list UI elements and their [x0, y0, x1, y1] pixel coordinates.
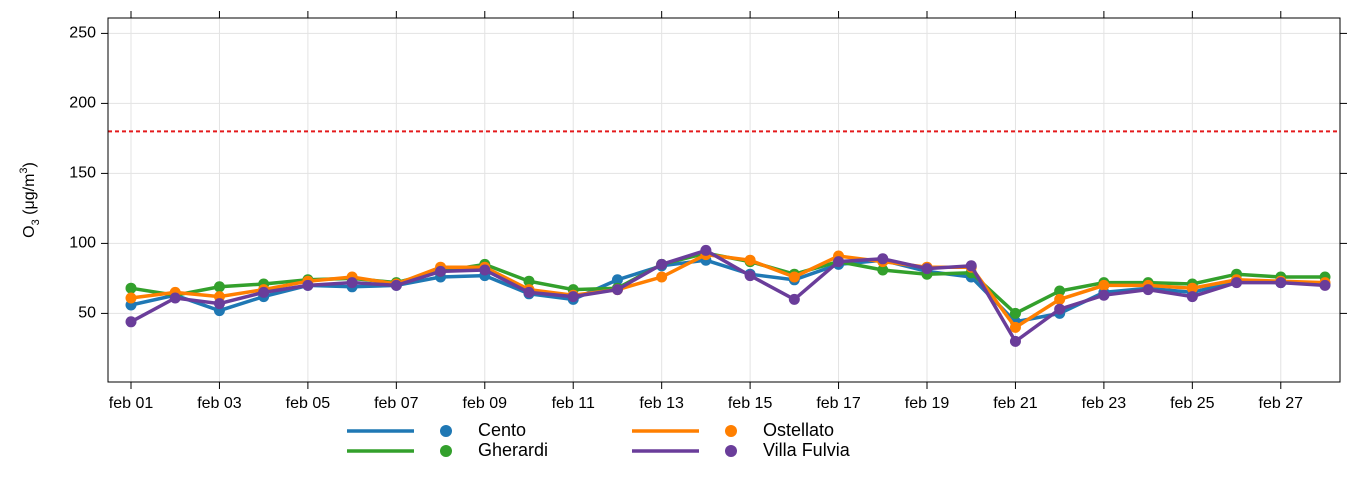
- point: [1009, 307, 1021, 319]
- legend-label: Cento: [478, 420, 526, 440]
- plot-frame: [107, 17, 1341, 383]
- y-tick-label: 100: [69, 235, 96, 252]
- x-tick-label: feb 09: [463, 395, 508, 412]
- y-label-part: ): [21, 162, 38, 167]
- point: [1098, 279, 1110, 291]
- point: [169, 292, 181, 304]
- series-line: [130, 248, 1326, 344]
- legend-dot: [725, 425, 737, 437]
- point: [1186, 291, 1198, 303]
- y-label-part: 3: [18, 167, 30, 173]
- point: [125, 282, 137, 294]
- x-tick-label: feb 05: [286, 395, 331, 412]
- point: [258, 286, 270, 298]
- point: [700, 244, 712, 256]
- x-tick-label: feb 23: [1082, 395, 1127, 412]
- point: [1054, 285, 1066, 297]
- x-tick-label: feb 03: [197, 395, 242, 412]
- point: [390, 279, 402, 291]
- x-tick-label: feb 15: [728, 395, 773, 412]
- series-line: [130, 258, 1326, 324]
- point: [877, 253, 889, 265]
- series-line: [130, 252, 1326, 330]
- point: [877, 264, 889, 276]
- legend-dot: [440, 445, 452, 457]
- x-tick-label: feb 27: [1259, 395, 1304, 412]
- point: [213, 281, 225, 293]
- point: [1054, 293, 1066, 305]
- point: [1009, 335, 1021, 347]
- x-tick-label: feb 21: [993, 395, 1038, 412]
- point: [346, 277, 358, 289]
- y-tick-label: 200: [69, 95, 96, 112]
- x-tick-label: feb 07: [374, 395, 419, 412]
- point: [1275, 277, 1287, 289]
- point: [611, 274, 623, 286]
- point: [125, 316, 137, 328]
- point: [479, 264, 491, 276]
- y-axis-label: O3 (μg/m3): [18, 162, 42, 238]
- x-tick-label: feb 13: [639, 395, 684, 412]
- point: [1319, 279, 1331, 291]
- point: [656, 271, 668, 283]
- y-label-part: 3: [30, 219, 42, 225]
- y-tick-label: 150: [69, 165, 96, 182]
- point: [744, 270, 756, 282]
- point: [567, 291, 579, 303]
- point: [965, 260, 977, 272]
- point: [1098, 289, 1110, 301]
- legend-label: Gherardi: [478, 440, 548, 460]
- point: [523, 286, 535, 298]
- point: [435, 265, 447, 277]
- point: [611, 284, 623, 296]
- legend-label: Ostellato: [763, 420, 834, 440]
- legend-dot: [440, 425, 452, 437]
- point: [656, 258, 668, 270]
- point: [833, 256, 845, 268]
- point: [1009, 321, 1021, 333]
- x-tick-label: feb 01: [109, 395, 154, 412]
- point: [125, 292, 137, 304]
- point: [523, 275, 535, 287]
- legend-dot: [725, 445, 737, 457]
- point: [302, 279, 314, 291]
- y-label-part: O: [21, 225, 38, 237]
- point: [921, 263, 933, 275]
- x-tick-label: feb 11: [552, 395, 595, 412]
- y-tick-label: 50: [78, 305, 96, 322]
- x-tick-label: feb 19: [905, 395, 950, 412]
- point: [1231, 277, 1243, 289]
- point: [788, 271, 800, 283]
- y-tick-label: 250: [69, 25, 96, 42]
- x-tick-label: feb 25: [1170, 395, 1215, 412]
- point: [1142, 284, 1154, 296]
- legend-label: Villa Fulvia: [763, 440, 851, 460]
- y-label-part: (μg/m: [21, 174, 38, 220]
- x-tick-label: feb 17: [816, 395, 861, 412]
- point: [213, 298, 225, 310]
- point: [744, 254, 756, 266]
- point: [788, 293, 800, 305]
- point: [1054, 303, 1066, 315]
- point: [1186, 282, 1198, 294]
